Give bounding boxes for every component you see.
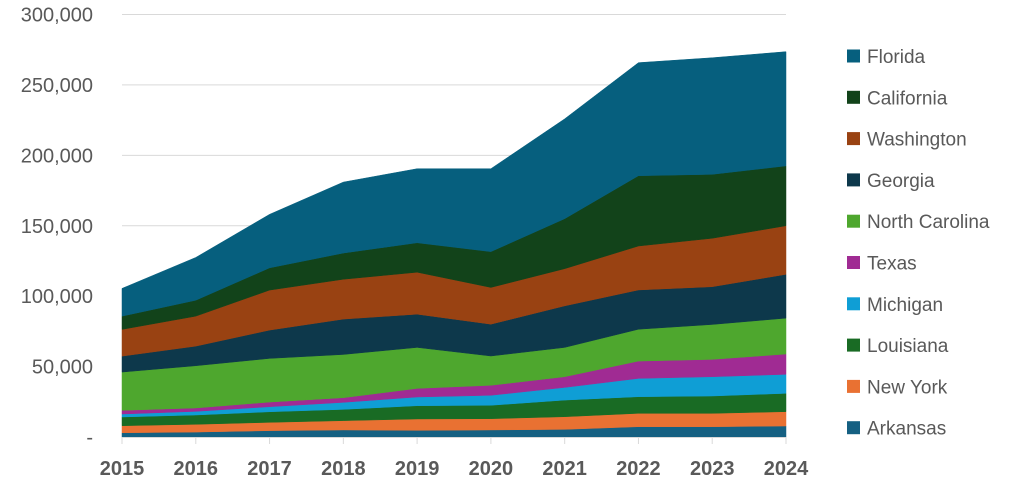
x-axis: 2015 2016 2017 2018 2019 2020 2021 2022 2023 2024: [100, 437, 809, 480]
x-tick-label: 2015: [100, 458, 145, 480]
x-tick-label: 2019: [395, 458, 440, 480]
x-tick-label: 2016: [174, 458, 219, 480]
legend-label: New York: [867, 377, 948, 398]
x-tick-label: 2022: [616, 458, 661, 480]
x-tick-label: 2020: [469, 458, 514, 480]
x-tick-label: 2023: [690, 458, 735, 480]
legend: Florida California Washington Georgia North …: [847, 47, 990, 440]
legend-swatch: [847, 173, 860, 187]
y-tick-label: 50,000: [32, 357, 93, 379]
legend-item[interactable]: Florida: [847, 47, 926, 68]
x-tick-label: 2021: [542, 458, 587, 480]
legend-label: Arkansas: [867, 419, 946, 440]
y-tick-label: -: [86, 427, 93, 449]
legend-swatch: [847, 214, 860, 228]
legend-label: Michigan: [867, 295, 943, 316]
y-tick-label: 150,000: [21, 216, 93, 238]
legend-swatch: [847, 49, 860, 63]
legend-label: California: [867, 88, 948, 109]
legend-label: Louisiana: [867, 336, 949, 357]
legend-label: Georgia: [867, 171, 935, 192]
x-tick-label: 2017: [247, 458, 292, 480]
area-series-florida: [121, 51, 787, 317]
legend-label: North Carolina: [867, 212, 990, 233]
legend-item[interactable]: Michigan: [847, 295, 943, 316]
legend-swatch: [847, 421, 860, 435]
legend-item[interactable]: North Carolina: [847, 212, 990, 233]
y-tick-label: 200,000: [21, 145, 93, 167]
plot-area: [121, 51, 787, 438]
legend-label: Florida: [867, 47, 926, 68]
legend-swatch: [847, 90, 860, 104]
x-tick-label: 2024: [764, 458, 809, 480]
legend-item[interactable]: Louisiana: [847, 336, 949, 357]
legend-swatch: [847, 297, 860, 311]
legend-swatch: [847, 338, 860, 352]
y-axis: - 50,000 100,000 150,000 200,000 250,000 300,0…: [21, 5, 93, 450]
y-tick-label: 300,000: [21, 5, 93, 27]
legend-label: Texas: [867, 254, 917, 275]
x-tick-label: 2018: [321, 458, 366, 480]
legend-swatch: [847, 379, 860, 393]
legend-label: Washington: [867, 130, 967, 151]
legend-item[interactable]: Texas: [847, 254, 917, 275]
legend-item[interactable]: Washington: [847, 130, 967, 151]
legend-item[interactable]: California: [847, 88, 948, 109]
legend-item[interactable]: Arkansas: [847, 419, 946, 440]
y-tick-label: 100,000: [21, 286, 93, 308]
legend-swatch: [847, 256, 860, 269]
legend-item[interactable]: Georgia: [847, 171, 935, 192]
legend-swatch: [847, 132, 860, 146]
y-tick-label: 250,000: [21, 75, 93, 97]
legend-item[interactable]: New York: [847, 377, 948, 398]
